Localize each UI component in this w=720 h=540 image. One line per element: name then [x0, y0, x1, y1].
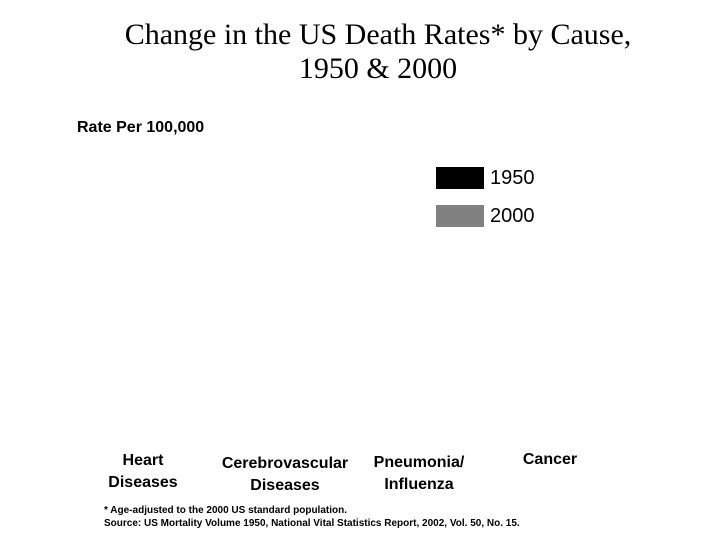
footnote: * Age-adjusted to the 2000 US standard p…: [104, 504, 520, 530]
category-label-cerebrovascular-diseases: Cerebrovascular Diseases: [221, 455, 349, 494]
category-label-heart-diseases: Heart Diseases: [108, 452, 178, 491]
legend-label-2000: 2000: [490, 205, 535, 227]
chart-title: Change in the US Death Rates* by Cause, …: [124, 18, 632, 85]
footnote-source: Source: US Mortality Volume 1950, Nation…: [104, 518, 520, 529]
footnote-age-adjusted: * Age-adjusted to the 2000 US standard p…: [104, 505, 347, 516]
y-axis-label: Rate Per 100,000: [77, 119, 205, 136]
legend-swatch-2000: [436, 205, 484, 227]
legend-label-1950: 1950: [490, 167, 535, 189]
category-label-cancer: Cancer: [522, 451, 578, 468]
category-label-pneumonia-influenza: Pneumonia/ Influenza: [373, 454, 465, 493]
legend-swatch-1950: [436, 167, 484, 189]
